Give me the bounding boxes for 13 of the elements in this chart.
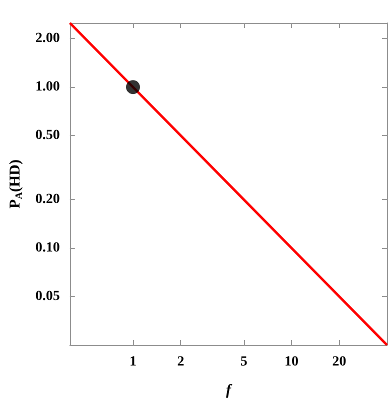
x-tick-label: 5 <box>240 354 248 370</box>
y-tick-label: 0.50 <box>35 128 60 144</box>
y-tick-label: 1.00 <box>35 80 60 95</box>
x-axis-title: f <box>226 382 233 398</box>
y-tick-label: 0.05 <box>35 289 60 304</box>
y-tick-label: 0.20 <box>35 192 60 208</box>
x-tick-label: 20 <box>332 354 346 370</box>
y-tick-label: 2.00 <box>35 31 60 46</box>
y-axis-title: PA(HD) <box>8 160 25 208</box>
x-tick-label: 1 <box>129 354 136 370</box>
x-tick-label: 10 <box>284 354 299 370</box>
y-tick-label: 0.10 <box>35 240 60 256</box>
x-tick-label: 2 <box>177 354 184 370</box>
